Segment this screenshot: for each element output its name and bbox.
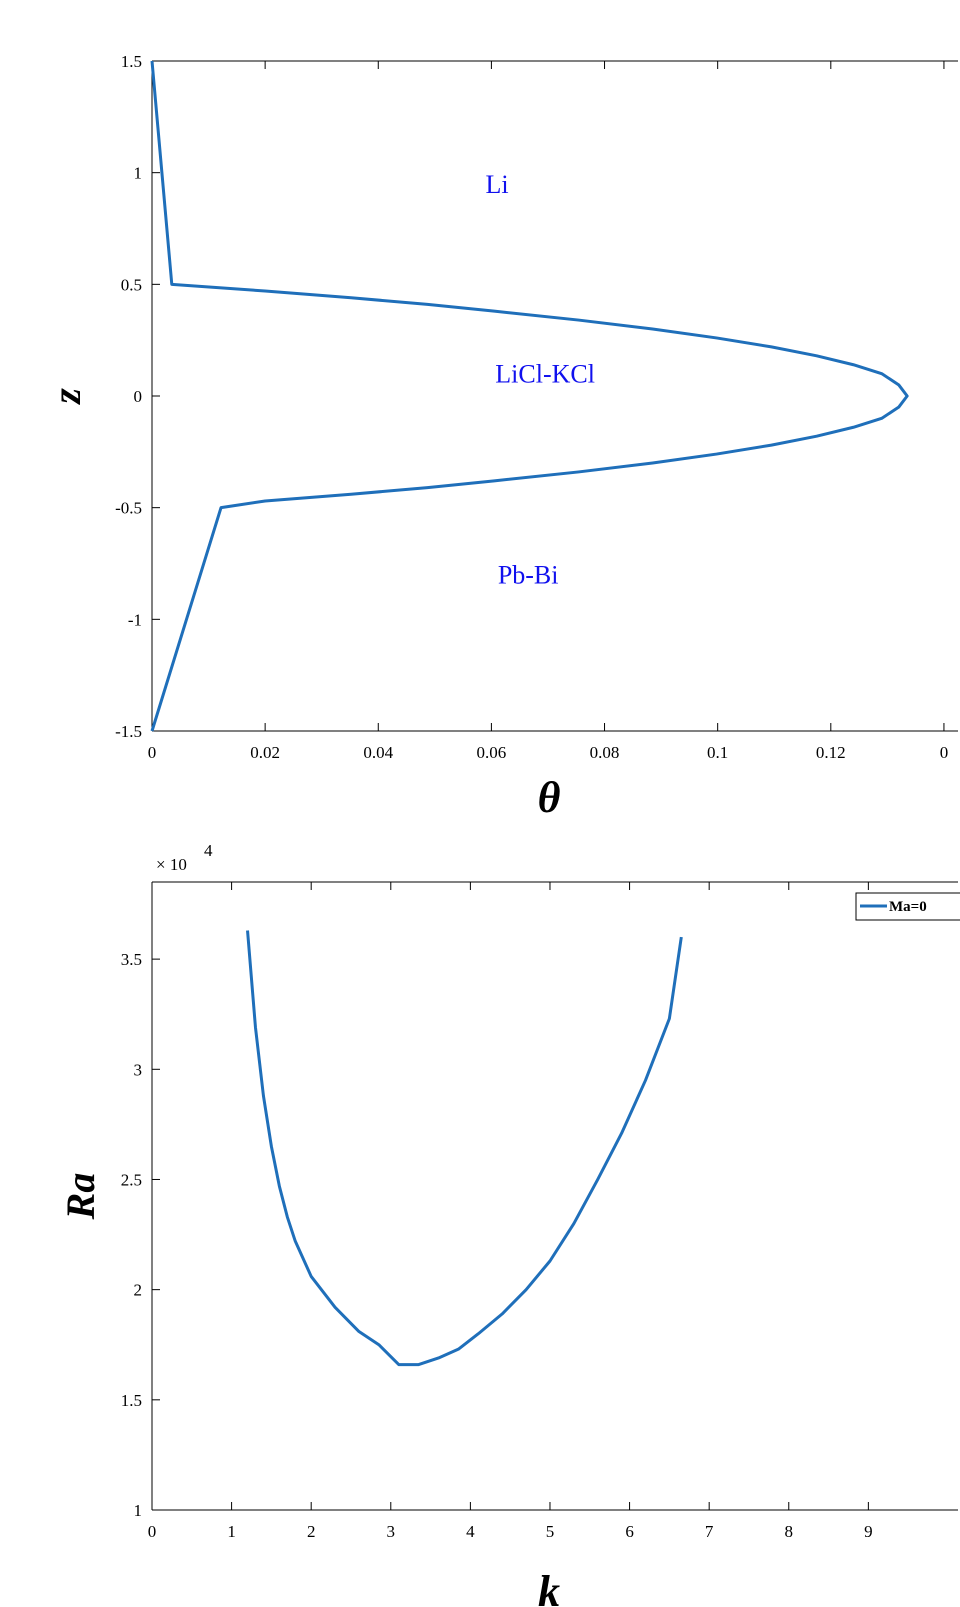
x-tick-label: 1 — [227, 1522, 236, 1541]
x-tick-label: 8 — [785, 1522, 794, 1541]
layer-annotation: LiCl-KCl — [495, 360, 595, 389]
y-tick-label: -1 — [128, 610, 142, 629]
layer-annotation: Pb-Bi — [498, 561, 559, 590]
x-tick-label: 0.06 — [477, 743, 507, 762]
series-line-theta — [150, 60, 909, 732]
y-tick-label: -1.5 — [115, 722, 142, 741]
x-tick-label: 0.12 — [816, 743, 846, 762]
y-tick-label: 0.5 — [121, 275, 142, 294]
series-line-ma0 — [246, 930, 683, 1367]
x-tick-label: 3 — [387, 1522, 396, 1541]
y-tick-label: 1 — [134, 164, 143, 183]
x-tick-label: 0.1 — [707, 743, 728, 762]
y-tick-label: -0.5 — [115, 499, 142, 518]
y-tick-label: 0 — [134, 387, 143, 406]
y-axis-multiplier-exponent: 4 — [204, 841, 213, 860]
theta-profile-chart: 0 0.02 0.04 0.06 0.08 0.1 0.12 0 1.5 1 0.5 0 -0.5 -1 -… — [44, 52, 958, 822]
x-tick-label: 0.02 — [250, 743, 280, 762]
x-axis-label: k — [538, 1567, 560, 1607]
y-tick-label: 3.5 — [121, 950, 142, 969]
x-tick-label: 0 — [148, 1522, 157, 1541]
y-axis-label: z — [44, 388, 89, 406]
y-tick-label: 2 — [134, 1281, 143, 1300]
y-tick-label: 1.5 — [121, 52, 142, 71]
x-tick-label: 0 — [148, 743, 157, 762]
x-tick-label: 5 — [546, 1522, 555, 1541]
y-tick-label: 1 — [134, 1501, 143, 1520]
x-axis-label: θ — [538, 773, 561, 822]
x-tick-label: 0.04 — [363, 743, 393, 762]
x-tick-label: 4 — [466, 1522, 475, 1541]
y-tick-label: 2.5 — [121, 1170, 142, 1189]
legend-label: Ma=0 — [889, 899, 927, 915]
x-tick-label: 2 — [307, 1522, 316, 1541]
x-tick-label: 7 — [705, 1522, 714, 1541]
y-axis-multiplier: × 10 — [156, 855, 187, 874]
x-tick-label: 0.08 — [590, 743, 620, 762]
x-tick-label: 9 — [864, 1522, 873, 1541]
y-tick-label: 3 — [134, 1060, 143, 1079]
y-tick-label: 1.5 — [121, 1391, 142, 1410]
layer-annotation: Li — [486, 170, 509, 199]
y-axis-label: Ra — [58, 1173, 103, 1221]
x-tick-label: 6 — [625, 1522, 634, 1541]
x-tick-label: 0 — [940, 743, 949, 762]
